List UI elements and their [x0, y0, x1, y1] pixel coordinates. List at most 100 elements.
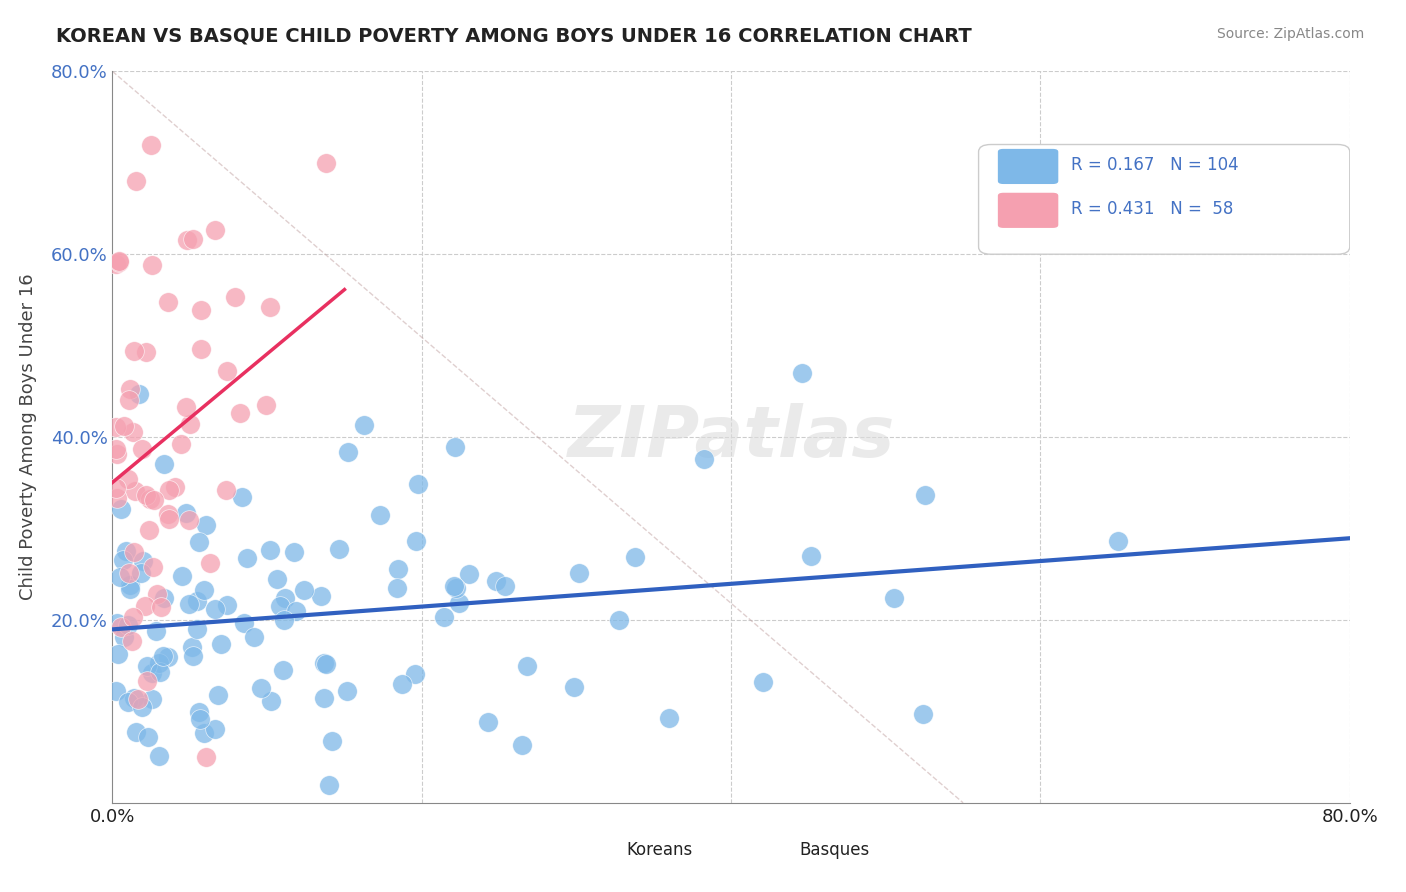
Point — [149, 665, 172, 680]
Point — [124, 343, 146, 358]
Point — [207, 688, 229, 702]
Point — [260, 693, 283, 707]
Point — [174, 400, 197, 414]
Point — [385, 581, 408, 595]
Point — [336, 444, 359, 458]
Point — [266, 572, 288, 586]
Point — [156, 294, 179, 309]
Point — [391, 677, 413, 691]
Point — [141, 137, 163, 152]
Point — [170, 569, 193, 583]
Point — [152, 649, 174, 664]
Point — [110, 620, 132, 634]
Point — [157, 483, 180, 497]
Point — [145, 586, 167, 600]
Point — [148, 748, 170, 763]
Point — [215, 598, 238, 612]
Point — [120, 382, 142, 396]
Point — [120, 578, 142, 592]
Point — [122, 610, 145, 624]
Point — [283, 545, 305, 559]
Point — [122, 545, 145, 559]
Point — [693, 451, 716, 466]
Point — [315, 155, 337, 169]
Point — [131, 554, 153, 568]
Point — [186, 593, 208, 607]
Point — [107, 254, 129, 268]
Point — [125, 724, 148, 739]
Point — [157, 512, 180, 526]
Point — [194, 518, 217, 533]
Point — [752, 675, 775, 690]
Point — [259, 300, 281, 314]
Point — [387, 562, 409, 576]
Point — [405, 533, 427, 548]
Point — [792, 366, 814, 380]
Point — [165, 480, 187, 494]
Point — [112, 631, 135, 645]
Point — [314, 656, 336, 670]
Point — [404, 667, 426, 681]
Point — [292, 582, 315, 597]
Point — [181, 232, 204, 246]
Point — [193, 582, 215, 597]
Point — [122, 425, 145, 439]
Point — [179, 417, 201, 431]
Point — [128, 386, 150, 401]
Point — [104, 420, 127, 434]
Point — [209, 637, 232, 651]
Point — [104, 683, 127, 698]
Text: R = 0.167   N = 104: R = 0.167 N = 104 — [1071, 156, 1239, 174]
Point — [112, 553, 135, 567]
Point — [195, 750, 218, 764]
Point — [883, 591, 905, 605]
Point — [134, 599, 156, 613]
Point — [169, 437, 191, 451]
Point — [204, 602, 226, 616]
Point — [231, 490, 253, 504]
Point — [148, 656, 170, 670]
Point — [141, 560, 163, 574]
Point — [105, 615, 128, 630]
Point — [443, 579, 465, 593]
Point — [176, 233, 198, 247]
Point — [236, 550, 259, 565]
Point — [242, 630, 264, 644]
Point — [232, 615, 254, 630]
Point — [186, 623, 208, 637]
Text: R = 0.431   N =  58: R = 0.431 N = 58 — [1071, 200, 1233, 218]
Point — [485, 574, 508, 588]
Point — [107, 648, 129, 662]
Point — [315, 657, 337, 671]
Point — [911, 707, 934, 722]
Text: KOREAN VS BASQUE CHILD POVERTY AMONG BOYS UNDER 16 CORRELATION CHART: KOREAN VS BASQUE CHILD POVERTY AMONG BOY… — [56, 27, 972, 45]
Point — [129, 566, 152, 580]
Point — [141, 692, 163, 706]
Point — [153, 591, 176, 606]
Point — [108, 570, 131, 584]
Point — [117, 695, 139, 709]
Point — [443, 441, 465, 455]
Text: Basques: Basques — [799, 841, 869, 859]
Point — [117, 618, 139, 632]
Point — [105, 491, 128, 505]
FancyBboxPatch shape — [997, 192, 1059, 228]
Point — [112, 419, 135, 434]
Point — [510, 738, 533, 752]
Point — [353, 418, 375, 433]
Point — [120, 582, 142, 597]
Point — [433, 610, 456, 624]
Point — [121, 634, 143, 648]
Text: ZIPatlas: ZIPatlas — [568, 402, 894, 472]
Point — [141, 665, 163, 680]
Point — [447, 596, 470, 610]
Point — [141, 258, 163, 272]
Point — [336, 684, 359, 698]
Point — [131, 700, 153, 714]
Point — [108, 254, 131, 268]
Point — [104, 481, 127, 495]
Point — [105, 447, 128, 461]
Point — [249, 681, 271, 695]
Point — [568, 566, 591, 580]
Point — [104, 442, 127, 457]
